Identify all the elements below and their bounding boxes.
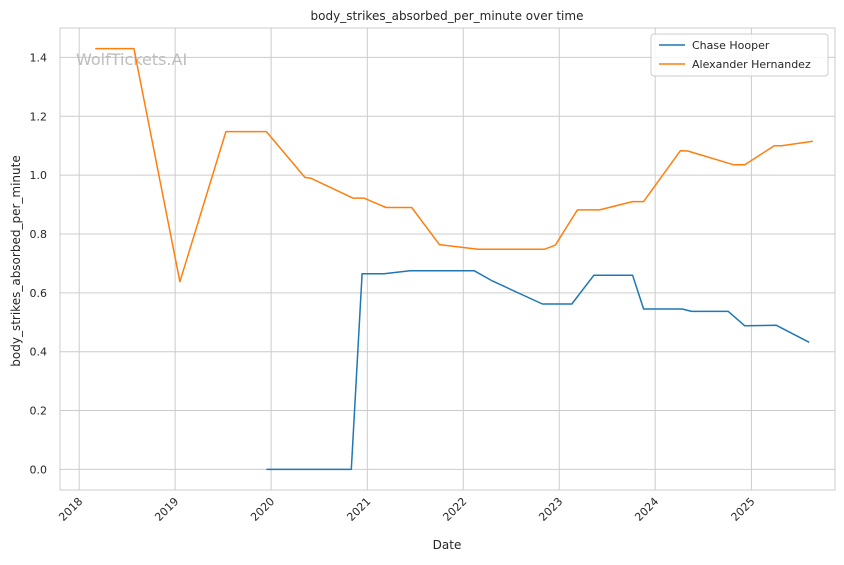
y-axis-label: body_strikes_absorbed_per_minute: [9, 155, 23, 366]
y-tick-label: 1.0: [30, 169, 48, 182]
y-tick-label: 0.2: [30, 405, 48, 418]
series-line-chase-hooper: [266, 270, 810, 471]
series-line-alexander-hernandez: [95, 47, 814, 283]
chart-title: body_strikes_absorbed_per_minute over ti…: [311, 9, 584, 23]
watermark: WolfTickets.AI: [76, 50, 187, 69]
y-tick-label: 0.4: [30, 346, 48, 359]
grid-lines: [60, 28, 835, 490]
plot-area: [59, 27, 836, 491]
y-tick-label: 0.0: [30, 463, 48, 476]
y-tick-label: 0.8: [30, 228, 48, 241]
x-axis-label: Date: [433, 538, 462, 552]
legend: Chase Hooper Alexander Hernandez: [650, 33, 829, 77]
y-tick-label: 1.4: [30, 51, 48, 64]
series-lines: [95, 47, 814, 471]
legend-label-chase-hooper: Chase Hooper: [692, 39, 770, 52]
y-tick-label: 1.2: [30, 110, 48, 123]
legend-label-alexander-hernandez: Alexander Hernandez: [692, 58, 811, 71]
legend-box: [650, 33, 829, 77]
y-tick-label: 0.6: [30, 287, 48, 300]
